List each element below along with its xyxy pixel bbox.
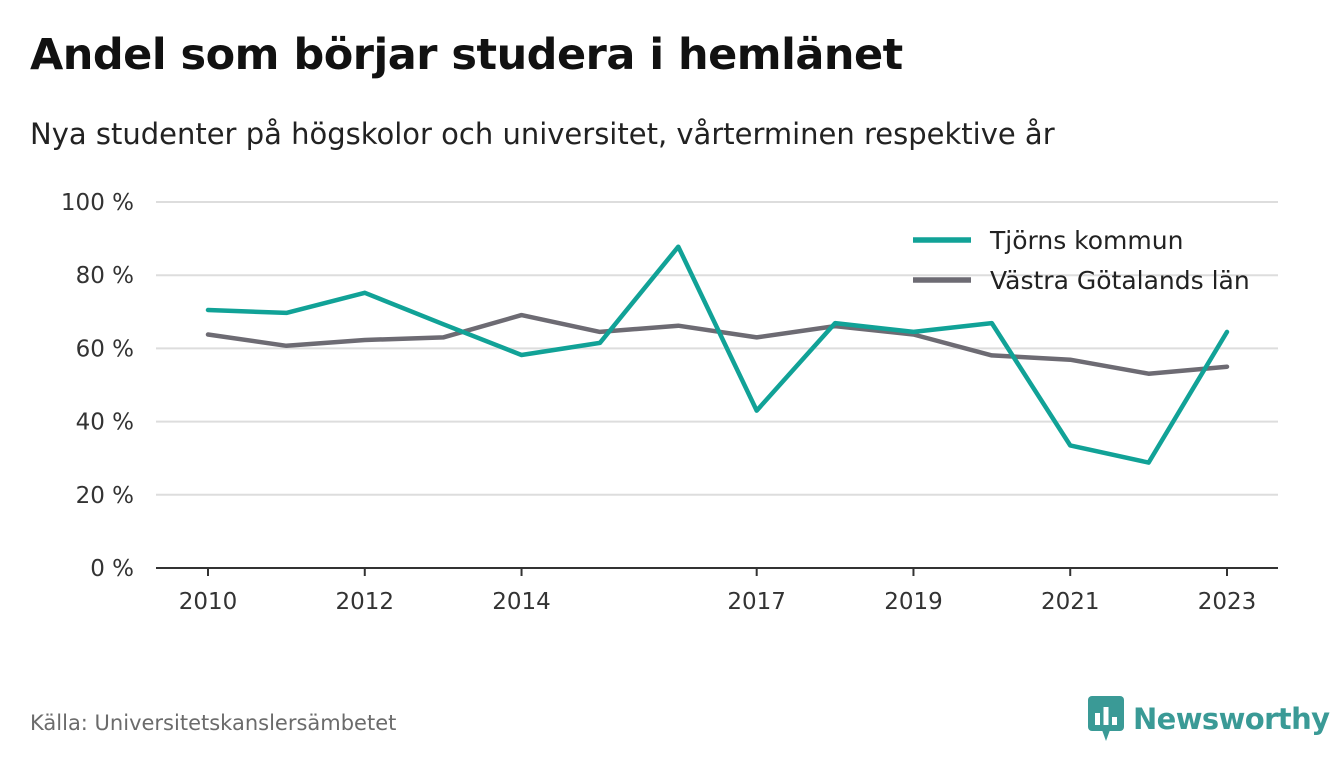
y-tick-label: 60 % <box>76 336 134 362</box>
legend-label: Västra Götalands län <box>990 266 1250 295</box>
x-axis: 2010 2012 2014 2017 2019 2021 2023 <box>156 567 1278 615</box>
series-line-tjörns-kommun <box>205 244 1230 465</box>
x-tick-label: 2010 <box>179 589 238 615</box>
newsworthy-logo-icon <box>1088 696 1124 741</box>
legend-label: Tjörns kommun <box>989 226 1183 255</box>
x-tick-label: 2017 <box>727 589 786 615</box>
y-tick-label: 80 % <box>76 263 134 289</box>
series-lines <box>205 244 1230 465</box>
x-tick-label: 2021 <box>1041 589 1100 615</box>
chart-title: Andel som börjar studera i hemlänet <box>30 30 903 80</box>
gridlines <box>156 201 1278 496</box>
y-axis-labels: 0 % 20 % 40 % 60 % 80 % 100 % <box>61 190 134 582</box>
x-tick-label: 2023 <box>1198 589 1257 615</box>
newsworthy-logo: Newsworthy <box>1088 696 1330 742</box>
source-note: Källa: Universitetskanslersämbetet <box>30 711 397 735</box>
y-tick-label: 40 % <box>76 410 134 436</box>
y-tick-label: 0 % <box>90 556 134 582</box>
y-tick-label: 100 % <box>61 190 134 216</box>
x-tick-label: 2019 <box>884 589 943 615</box>
x-tick-label: 2014 <box>492 589 551 615</box>
chart-subtitle: Nya studenter på högskolor och universit… <box>30 117 1055 151</box>
brand-name: Newsworthy <box>1133 702 1330 736</box>
y-tick-label: 20 % <box>76 483 134 509</box>
line-chart: 0 %20 %40 %60 %80 %100 % 2010 2012 2014 201… <box>61 190 1278 615</box>
legend: Tjörns kommun Västra Götalands län <box>913 226 1250 295</box>
x-tick-label: 2012 <box>335 589 394 615</box>
